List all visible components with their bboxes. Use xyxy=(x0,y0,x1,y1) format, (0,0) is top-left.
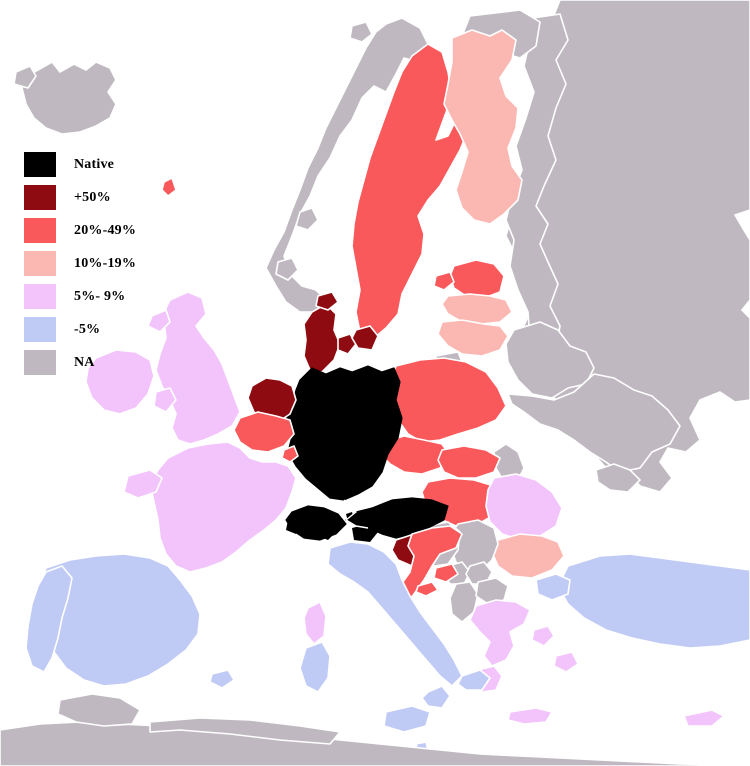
region-iceland[interactable] xyxy=(21,61,117,135)
border-germany-austria xyxy=(343,499,357,521)
region-denmark-funen[interactable] xyxy=(337,333,357,355)
region-uk-scotland-isles[interactable] xyxy=(147,309,171,333)
legend-label-gt50: +50% xyxy=(74,189,111,205)
legend-swatch-native xyxy=(24,152,56,177)
legend-item-10-19[interactable]: 10%-19% xyxy=(24,247,136,280)
region-greece-islands[interactable] xyxy=(531,625,555,647)
region-norway-coast[interactable] xyxy=(295,207,319,231)
region-netherlands[interactable] xyxy=(247,377,297,423)
region-corsica[interactable] xyxy=(303,601,327,645)
region-south-tyrol[interactable] xyxy=(352,524,378,542)
legend-swatch-na xyxy=(24,350,56,375)
region-france-brittany[interactable] xyxy=(123,469,163,499)
region-norway[interactable] xyxy=(265,17,431,313)
region-sicily[interactable] xyxy=(383,705,431,733)
region-greece-crete[interactable] xyxy=(507,707,553,725)
region-greece[interactable] xyxy=(469,599,531,667)
region-italy[interactable] xyxy=(327,541,463,687)
region-italy-toe[interactable] xyxy=(421,685,451,709)
region-norway-island[interactable] xyxy=(349,21,373,43)
legend-label-na: NA xyxy=(74,354,95,370)
legend-item-lt5[interactable]: -5% xyxy=(24,313,136,346)
region-luxembourg[interactable] xyxy=(281,445,299,463)
legend-swatch-10-19 xyxy=(24,251,56,276)
legend-item-5-9[interactable]: 5%- 9% xyxy=(24,280,136,313)
region-denmark-zealand[interactable] xyxy=(351,325,379,351)
region-sardinia[interactable] xyxy=(299,641,331,693)
map-legend: Native +50% 20%-49% 10%-19% 5%- 9% -5% N… xyxy=(24,148,136,379)
region-north-africa[interactable] xyxy=(0,721,750,766)
region-turkey[interactable] xyxy=(557,553,750,649)
region-estonia-islands[interactable] xyxy=(433,271,455,291)
region-greece-islands2[interactable] xyxy=(553,651,579,673)
region-ukraine[interactable] xyxy=(507,373,681,473)
border-austria-switzerland xyxy=(345,519,369,529)
legend-item-20-49[interactable]: 20%-49% xyxy=(24,214,136,247)
region-uk-wales[interactable] xyxy=(153,387,177,413)
legend-item-native[interactable]: Native xyxy=(24,148,136,181)
region-slovakia[interactable] xyxy=(437,445,501,479)
legend-label-lt5: -5% xyxy=(74,321,101,337)
region-balearics[interactable] xyxy=(209,669,235,689)
region-morocco[interactable] xyxy=(57,693,141,727)
region-croatia-dalmatia[interactable] xyxy=(433,563,459,583)
region-croatia-islands[interactable] xyxy=(415,581,439,597)
region-denmark-north[interactable] xyxy=(315,291,339,311)
region-uk-shetland[interactable] xyxy=(161,177,177,197)
region-cyprus[interactable] xyxy=(683,709,725,727)
region-denmark-jutland[interactable] xyxy=(303,303,341,373)
legend-label-native: Native xyxy=(74,156,115,172)
legend-swatch-lt5 xyxy=(24,317,56,342)
region-czechia[interactable] xyxy=(379,435,451,475)
region-algeria-coast[interactable] xyxy=(149,717,341,745)
region-lithuania[interactable] xyxy=(437,319,509,357)
region-finland[interactable] xyxy=(443,29,523,225)
region-switzerland-ticino[interactable] xyxy=(318,522,336,540)
region-albania[interactable] xyxy=(449,581,479,623)
legend-label-10-19: 10%-19% xyxy=(74,255,137,271)
region-germany[interactable] xyxy=(285,365,403,501)
region-portugal[interactable] xyxy=(25,565,73,673)
region-crimea[interactable] xyxy=(595,463,641,493)
region-ireland[interactable] xyxy=(85,349,155,415)
legend-swatch-20-49 xyxy=(24,218,56,243)
legend-swatch-5-9 xyxy=(24,284,56,309)
region-belarus[interactable] xyxy=(505,321,595,399)
legend-label-5-9: 5%- 9% xyxy=(74,288,126,304)
region-italy-heel[interactable] xyxy=(457,669,491,691)
region-sweden[interactable] xyxy=(351,43,469,339)
region-france[interactable] xyxy=(149,441,297,573)
legend-item-gt50[interactable]: +50% xyxy=(24,181,136,214)
legend-swatch-gt50 xyxy=(24,185,56,210)
legend-label-20-49: 20%-49% xyxy=(74,222,137,238)
region-switzerland-romandy[interactable] xyxy=(286,516,304,534)
region-latvia[interactable] xyxy=(441,293,513,325)
legend-item-na[interactable]: NA xyxy=(24,346,136,379)
region-belgium[interactable] xyxy=(233,411,295,453)
region-norway-coast2[interactable] xyxy=(275,257,299,281)
region-iceland-west[interactable] xyxy=(13,65,37,89)
region-bulgaria[interactable] xyxy=(491,533,565,579)
region-united-kingdom[interactable] xyxy=(155,291,241,445)
region-turkey-thrace[interactable] xyxy=(535,573,571,601)
